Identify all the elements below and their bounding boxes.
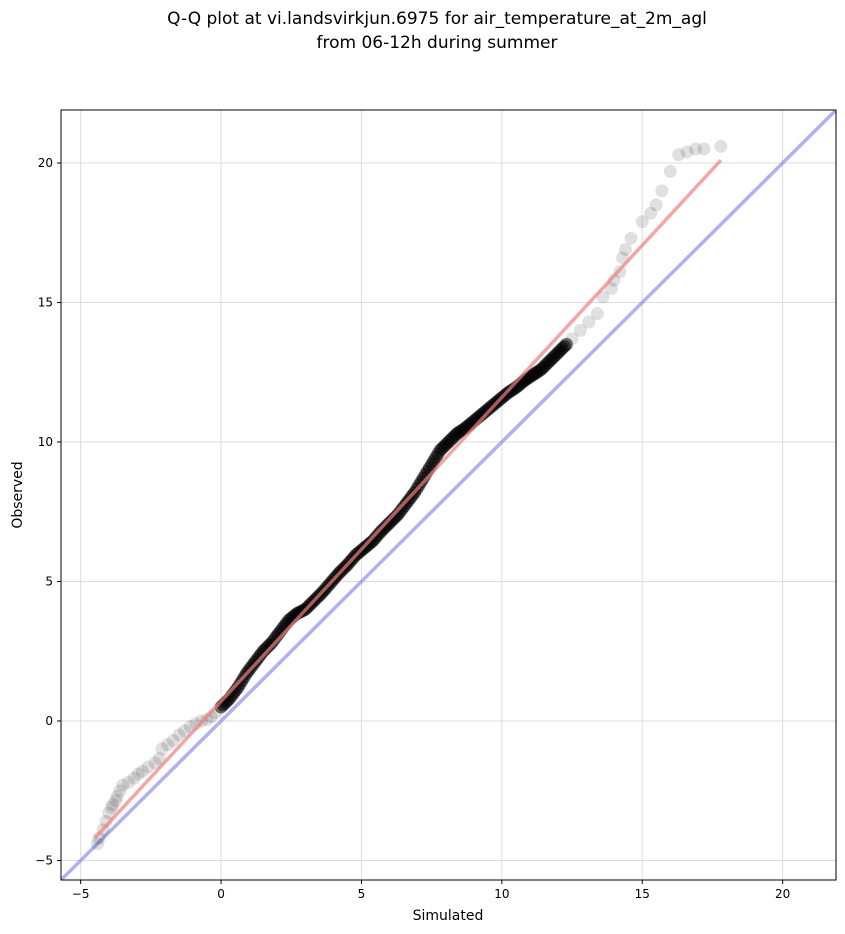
- x-tick-label: 10: [494, 887, 509, 901]
- data-point-low: [110, 789, 124, 803]
- x-tick-label: 15: [635, 887, 650, 901]
- axis-ticks: −5 0 5 10 15 20 −5 0 5 10 15 20: [35, 156, 790, 901]
- data-point-high: [604, 282, 618, 296]
- data-point-high: [649, 198, 663, 212]
- y-tick-label: 10: [38, 435, 53, 449]
- data-point-high: [644, 206, 658, 220]
- y-axis-label: Observed: [10, 461, 26, 528]
- data-point-low: [127, 771, 141, 785]
- data-point-high: [618, 242, 632, 256]
- x-tick-label: 0: [217, 887, 225, 901]
- data-point-low: [166, 734, 180, 748]
- chart-title-line2: from 06-12h during summer: [317, 33, 558, 53]
- data-point-high: [635, 215, 649, 229]
- data-point-low: [105, 800, 119, 814]
- data-point-high: [689, 142, 703, 156]
- data-point-high: [655, 184, 669, 198]
- data-point-low: [91, 837, 105, 851]
- y-tick-label: 5: [45, 574, 53, 588]
- x-axis-label: Simulated: [413, 908, 484, 924]
- data-point-low: [116, 778, 130, 792]
- data-point-low: [148, 756, 162, 770]
- data-point-low: [178, 724, 192, 738]
- x-tick-label: 5: [358, 887, 366, 901]
- y-tick-label: −5: [35, 853, 53, 867]
- plot-area: [61, 110, 836, 880]
- y-tick-label: 0: [45, 714, 53, 728]
- data-point-low: [102, 806, 116, 820]
- x-tick-label: 20: [775, 887, 790, 901]
- data-point-low: [106, 798, 120, 812]
- x-tick-label: −5: [72, 887, 90, 901]
- y-tick-label: 20: [38, 156, 53, 170]
- data-point-high: [672, 148, 686, 162]
- data-point-high: [697, 142, 711, 156]
- data-point-low: [131, 767, 145, 781]
- data-point-high: [582, 315, 596, 329]
- data-point-high: [573, 323, 587, 337]
- data-point-high: [590, 307, 604, 321]
- data-point-high: [624, 231, 638, 245]
- data-point-high: [714, 139, 728, 153]
- plot-frame: [60, 109, 837, 881]
- data-point-interp: [557, 339, 571, 353]
- data-point-low: [113, 784, 127, 798]
- data-point-low: [141, 760, 155, 774]
- data-point-low: [200, 713, 214, 727]
- data-point-high: [680, 145, 694, 159]
- data-point-high: [565, 332, 579, 346]
- y-tick-label: 15: [38, 296, 53, 310]
- data-point-low: [152, 752, 166, 766]
- data-point-low: [172, 728, 186, 742]
- data-point-low: [121, 775, 135, 789]
- data-point-low: [161, 738, 175, 752]
- identity-line: [61, 110, 836, 880]
- data-point-low: [155, 742, 169, 756]
- grid-lines: [61, 110, 836, 880]
- chart-title-line1: Q-Q plot at vi.landsvirkjun.6975 for air…: [167, 9, 707, 29]
- fit-line: [93, 159, 723, 840]
- data-point-high: [663, 164, 677, 178]
- data-point-low: [109, 793, 123, 807]
- plot-clip-group: [61, 110, 836, 880]
- data-point-low: [135, 764, 149, 778]
